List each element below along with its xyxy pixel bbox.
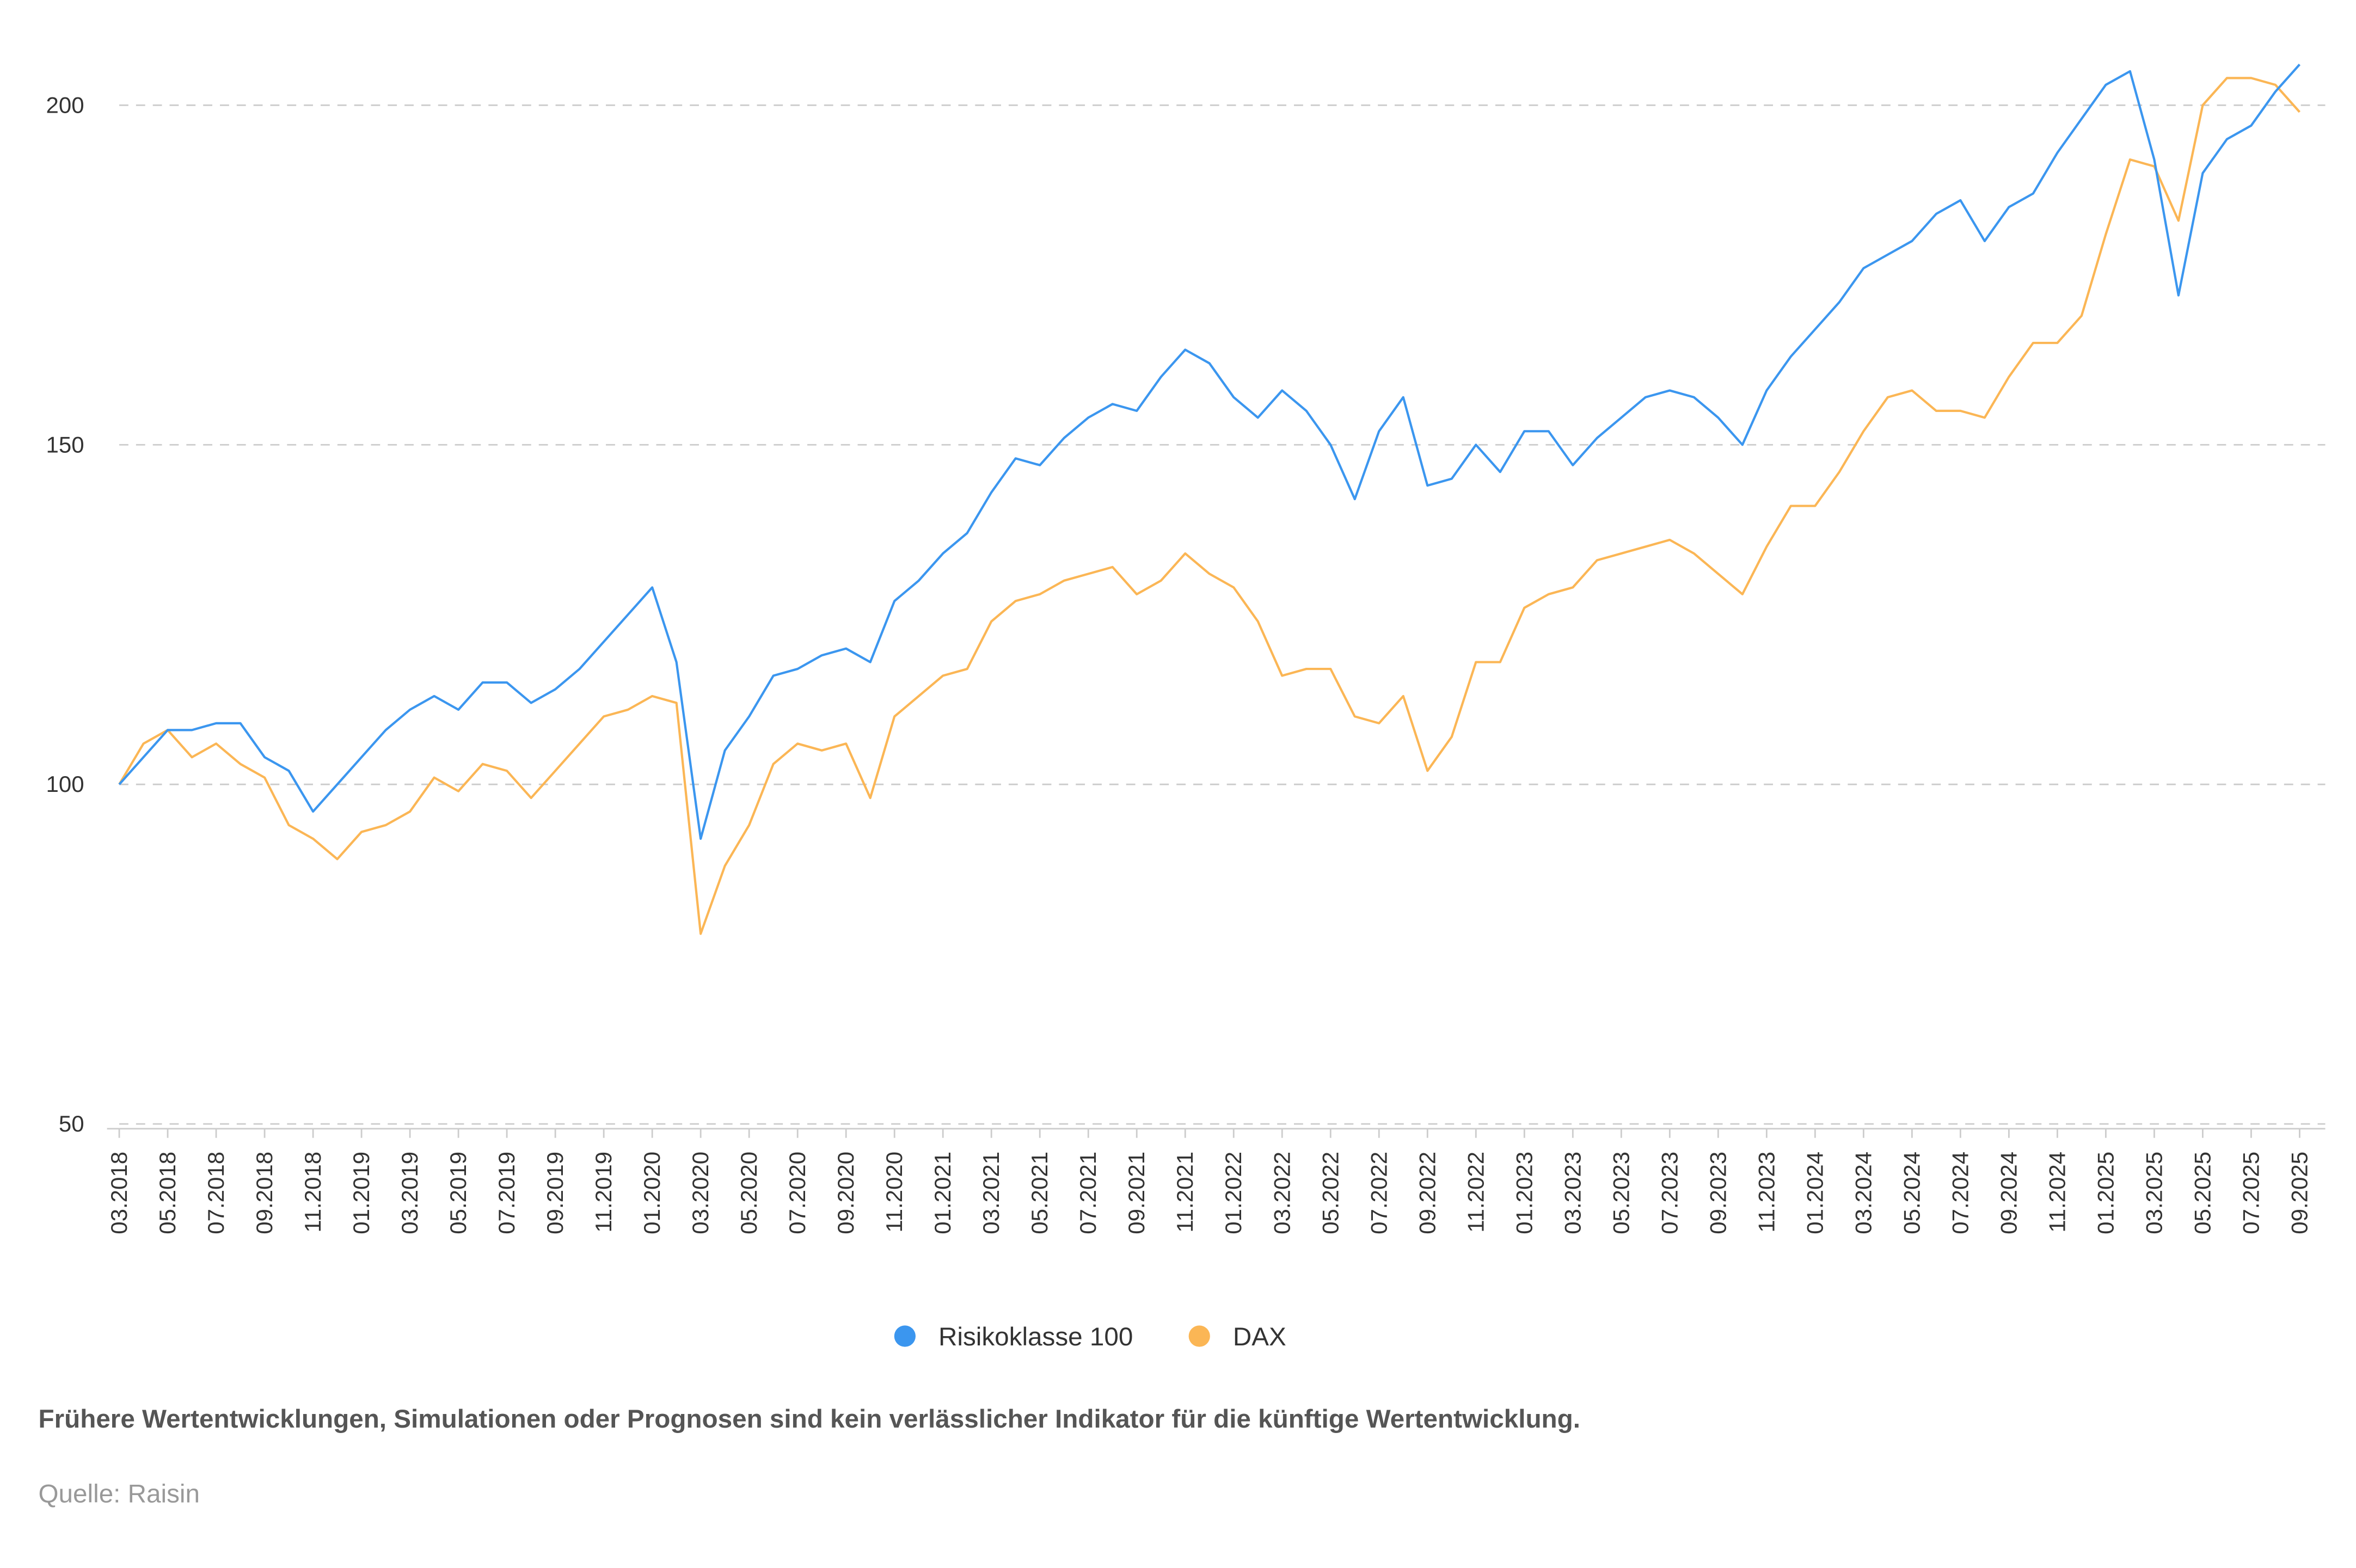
x-tick-label: 05.2018 — [155, 1152, 180, 1234]
x-tick-label: 05.2022 — [1317, 1152, 1343, 1234]
series-line — [118, 64, 2300, 840]
x-tick-label: 01.2020 — [639, 1152, 665, 1234]
x-tick-label: 11.2018 — [300, 1152, 326, 1233]
source: Quelle: Raisin — [39, 1479, 200, 1508]
x-tick-label: 11.2020 — [881, 1152, 907, 1233]
x-tick-label: 03.2020 — [688, 1152, 713, 1234]
x-tick-label: 07.2019 — [494, 1152, 519, 1234]
x-tick-label: 03.2024 — [1850, 1152, 1876, 1234]
x-tick-label: 01.2024 — [1802, 1152, 1827, 1234]
x-tick-label: 09.2025 — [2286, 1152, 2312, 1234]
x-tick-label: 03.2023 — [1560, 1152, 1585, 1234]
x-tick-label: 01.2022 — [1220, 1152, 1246, 1234]
x-tick-label: 07.2020 — [784, 1152, 810, 1234]
legend-label: Risikoklasse 100 — [938, 1323, 1133, 1351]
y-tick-label: 50 — [59, 1111, 84, 1136]
x-tick-label: 11.2024 — [2044, 1152, 2070, 1233]
x-tick-label: 07.2018 — [203, 1152, 229, 1234]
x-tick-label: 01.2025 — [2093, 1152, 2118, 1234]
x-tick-label: 09.2024 — [1996, 1152, 2021, 1234]
legend-marker — [894, 1325, 916, 1347]
x-tick-label: 07.2023 — [1656, 1152, 1682, 1234]
legend-marker — [1188, 1325, 1210, 1347]
x-tick-label: 07.2024 — [1947, 1152, 1973, 1234]
x-tick-label: 09.2023 — [1705, 1152, 1731, 1234]
series-line — [118, 77, 2300, 935]
x-tick-label: 09.2022 — [1414, 1152, 1440, 1234]
x-tick-label: 11.2022 — [1463, 1152, 1488, 1233]
x-tick-label: 09.2020 — [833, 1152, 858, 1234]
x-tick-label: 03.2019 — [397, 1152, 422, 1234]
x-tick-label: 09.2019 — [542, 1152, 568, 1234]
x-tick-label: 09.2021 — [1124, 1152, 1149, 1234]
footnote: Frühere Wertentwicklungen, Simulationen … — [39, 1405, 1580, 1434]
legend-label: DAX — [1233, 1323, 1286, 1351]
x-tick-label: 11.2021 — [1172, 1152, 1198, 1233]
x-tick-label: 05.2019 — [445, 1152, 471, 1234]
x-tick-label: 07.2025 — [2238, 1152, 2263, 1234]
x-tick-label: 03.2021 — [978, 1152, 1004, 1234]
x-tick-label: 07.2021 — [1075, 1152, 1101, 1234]
x-tick-label: 11.2019 — [591, 1152, 616, 1233]
x-tick-label: 05.2021 — [1027, 1152, 1052, 1234]
x-tick-label: 01.2019 — [348, 1152, 374, 1234]
x-tick-label: 05.2025 — [2189, 1152, 2215, 1234]
x-tick-label: 05.2023 — [1608, 1152, 1634, 1234]
x-tick-label: 03.2022 — [1269, 1152, 1294, 1234]
x-tick-label: 01.2023 — [1511, 1152, 1537, 1234]
y-tick-label: 100 — [46, 771, 84, 797]
y-tick-label: 200 — [46, 92, 84, 118]
x-tick-label: 05.2020 — [736, 1152, 762, 1234]
x-tick-label: 09.2018 — [251, 1152, 277, 1234]
x-tick-label: 01.2021 — [930, 1152, 955, 1234]
y-tick-label: 150 — [46, 432, 84, 457]
x-tick-label: 03.2018 — [106, 1152, 132, 1234]
x-tick-label: 03.2025 — [2141, 1152, 2167, 1234]
x-tick-label: 05.2024 — [1899, 1152, 1924, 1234]
x-tick-label: 07.2022 — [1366, 1152, 1391, 1234]
x-tick-label: 11.2023 — [1753, 1152, 1779, 1233]
